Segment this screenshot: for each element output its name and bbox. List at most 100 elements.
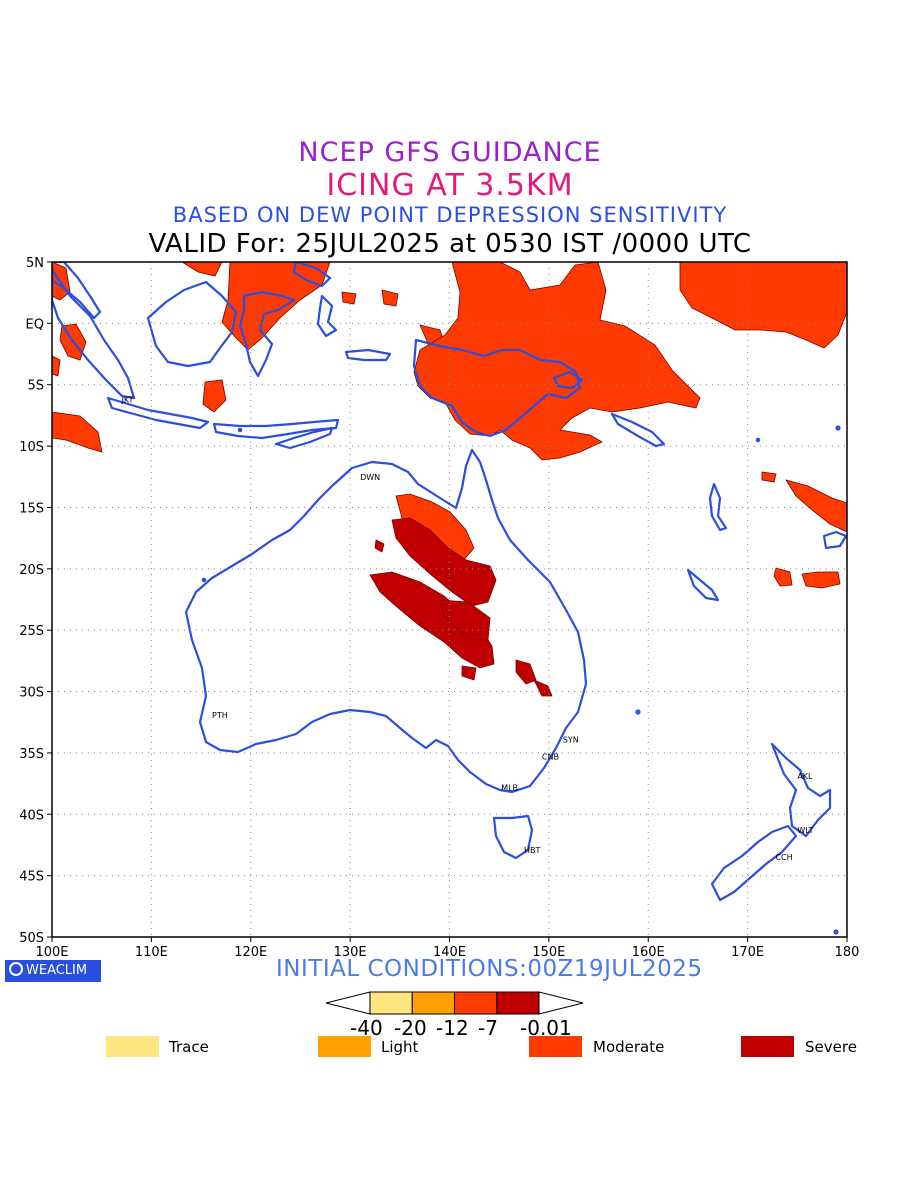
city-label-wlt: WLT [797, 826, 813, 835]
lat-label: 5S [27, 379, 44, 394]
coastlines [52, 262, 847, 935]
lon-label: 110E [135, 945, 168, 960]
coastline-mindanao [292, 262, 332, 288]
lon-label: 140E [433, 945, 466, 960]
lat-label: 20S [19, 563, 44, 578]
lon-label: 100E [35, 945, 68, 960]
lat-label: 10S [19, 440, 44, 455]
icing-moderate-area [801, 571, 841, 589]
legend-swatch-severe [741, 1036, 794, 1057]
colorbar-box [369, 991, 413, 1015]
lat-label: 40S [19, 808, 44, 823]
lat-label: 35S [19, 747, 44, 762]
lon-label: 150E [532, 945, 565, 960]
icing-moderate-area [52, 411, 103, 453]
city-label-syn: SYN [563, 735, 579, 744]
lon-label: 160E [632, 945, 665, 960]
legend-label-severe: Severe [805, 1038, 857, 1056]
city-label-mlb: MLB [501, 783, 518, 792]
icing-moderate-area [773, 567, 793, 587]
coastline-seram [344, 348, 392, 362]
colorbar-tick-label: -7 [478, 1016, 498, 1040]
city-label-hbt: HBT [524, 846, 541, 855]
coastline-timor [274, 426, 334, 450]
colorbar-tick-label: -20 [394, 1016, 427, 1040]
city-label-cch: CCH [775, 853, 792, 862]
icing-moderate-area [381, 289, 399, 307]
title-parameter: ICING AT 3.5KM [326, 168, 574, 203]
colorbar-arrow-left [325, 991, 371, 1015]
legend-label-light: Light [381, 1038, 419, 1056]
coastline-java [106, 396, 210, 430]
lon-label: 130E [334, 945, 367, 960]
coastline-australia [184, 448, 588, 794]
city-label-akl: AKL [797, 772, 813, 781]
coastline-malaya [52, 262, 102, 320]
latitude-labels: 5N EQ 5S 10S 15S 20S 25S 30S 35S 40S 45S 50S [19, 256, 44, 946]
legend-swatch-trace [106, 1036, 159, 1057]
weaclim-logo: WEACLIM [5, 960, 101, 982]
coastline-halmahera [316, 294, 338, 338]
icing-severe-area [369, 571, 495, 669]
lat-label: 30S [19, 686, 44, 701]
legend-label-trace: Trace [169, 1038, 209, 1056]
initial-conditions: INITIAL CONDITIONS:00Z19JUL2025 [276, 956, 703, 982]
colorbar-box [454, 991, 498, 1015]
city-label-jkt: JKT [121, 395, 134, 404]
colorbar-arrow-right [538, 991, 584, 1015]
grid-lines [52, 262, 847, 937]
coastline-nz-south [710, 824, 798, 902]
title-method: BASED ON DEW POINT DEPRESSION SENSITIVIT… [172, 203, 728, 227]
icing-severe-area [461, 665, 477, 681]
longitude-labels: 100E 110E 120E 130E 140E 150E 160E 170E 180 [35, 945, 859, 960]
lat-label: 5N [26, 256, 44, 271]
coastline-new-caledonia [686, 568, 720, 602]
coastline-lesser-sunda [212, 418, 340, 440]
legend-label-moderate: Moderate [593, 1038, 665, 1056]
colorbar-boxes [369, 991, 540, 1015]
lat-label: 25S [19, 624, 44, 639]
coastline-solomons [610, 412, 666, 448]
title-product: NCEP GFS GUIDANCE [298, 137, 602, 168]
legend-swatch-light [318, 1036, 371, 1057]
lon-label: 120E [234, 945, 267, 960]
coastline-new-guinea [412, 338, 582, 438]
icing-moderate-area [761, 471, 777, 483]
icing-moderate-area [181, 262, 223, 277]
icing-moderate-area [679, 262, 847, 349]
colorbar-tick-labels: -40 -20 -12 -7 -0.01 [350, 1016, 572, 1040]
icing-moderate-area [341, 291, 357, 305]
coastline-borneo [146, 280, 238, 368]
axis-ticks [47, 261, 848, 942]
city-label-cnb: CNB [542, 753, 559, 762]
colorbar [325, 991, 584, 1015]
icing-severe-area [374, 539, 385, 553]
coastline-sumatra [52, 268, 136, 400]
city-label-dwn: DWN [360, 473, 380, 482]
city-label-pth: PTH [212, 711, 228, 720]
coastline-vanuatu [708, 482, 728, 532]
lon-label: 180 [835, 945, 860, 960]
lon-label: 170E [731, 945, 764, 960]
icing-severe-area [533, 679, 553, 697]
coastline-tasmania [492, 814, 534, 860]
lat-label: 50S [19, 931, 44, 946]
colorbar-tick-label: -12 [436, 1016, 469, 1040]
icing-moderate-area [221, 262, 331, 351]
icing-severe-area [515, 659, 537, 685]
city-labels: JKT DWN PTH SYN CNB MLB HBT AKL WLT CCH [121, 395, 814, 862]
coastline-new-britain [552, 370, 584, 390]
colorbar-box [411, 991, 455, 1015]
colorbar-box [496, 991, 540, 1015]
lat-label: EQ [26, 317, 44, 332]
icing-severe-area [391, 517, 497, 607]
title-valid-time: VALID For: 25JUL2025 at 0530 IST /0000 U… [148, 229, 752, 259]
icing-moderate-area [785, 479, 847, 533]
lat-label: 45S [19, 870, 44, 885]
lat-label: 15S [19, 501, 44, 516]
icing-severe-area [439, 599, 491, 641]
icing-moderate-area [52, 355, 61, 377]
logo-text: WEACLIM [26, 963, 88, 978]
copyright-icon [9, 962, 23, 976]
